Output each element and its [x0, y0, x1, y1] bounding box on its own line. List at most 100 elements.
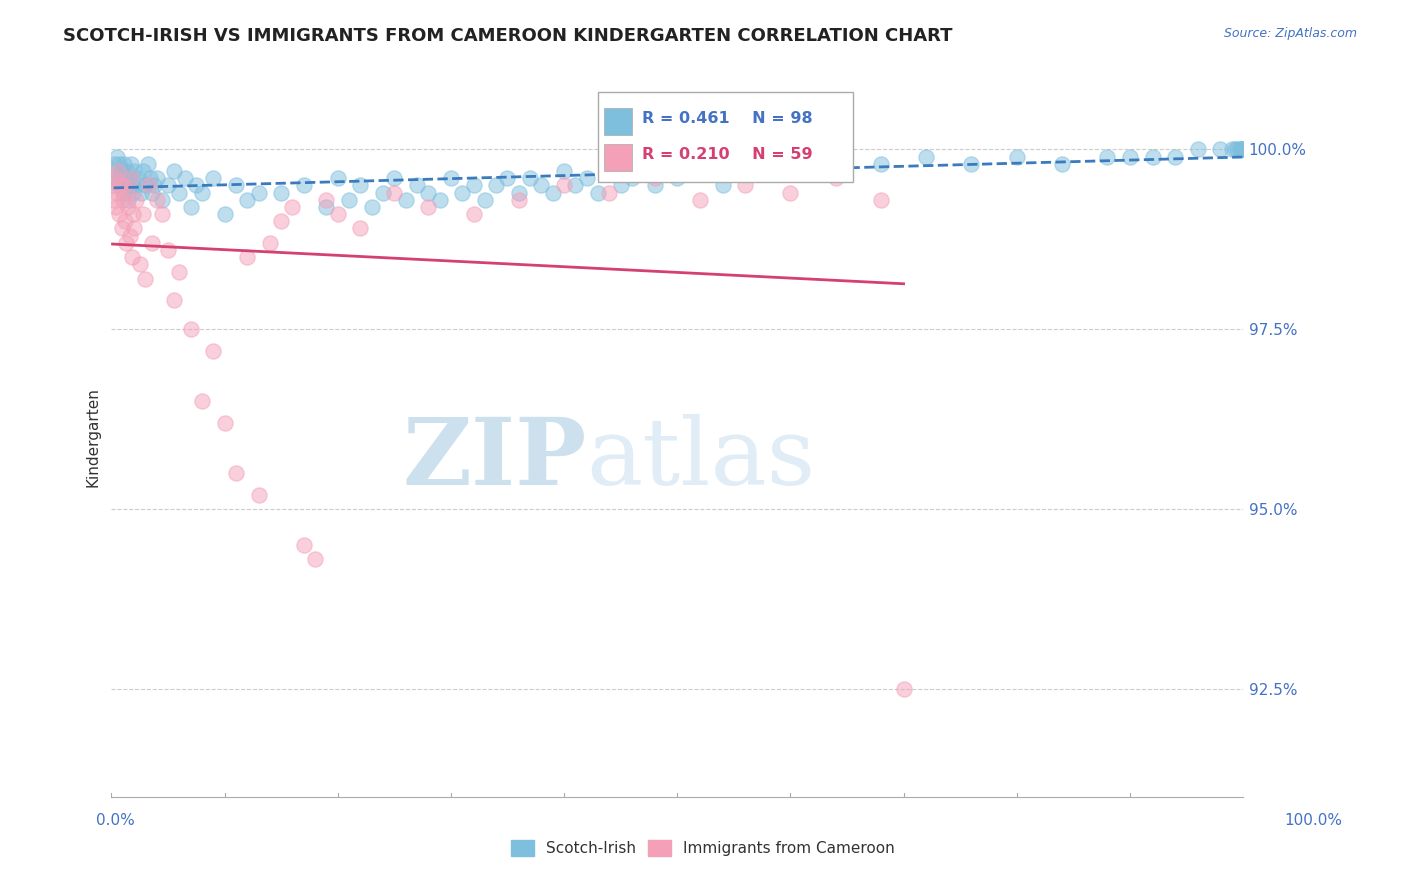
Point: [114, 214, 136, 228]
Point: [145, 171, 167, 186]
Point: [598, 186, 620, 200]
Point: [553, 164, 575, 178]
Point: [292, 178, 315, 193]
Point: [111, 186, 134, 200]
Point: [202, 343, 225, 358]
Point: [598, 164, 620, 178]
Point: [429, 193, 451, 207]
Point: [292, 538, 315, 552]
Point: [112, 178, 135, 193]
Point: [117, 164, 139, 178]
Point: [143, 178, 166, 193]
Point: [564, 178, 586, 193]
Point: [270, 214, 292, 228]
Point: [519, 171, 541, 186]
Point: [110, 164, 132, 178]
Point: [666, 171, 689, 186]
Point: [1142, 150, 1164, 164]
Point: [270, 186, 292, 200]
Point: [236, 250, 259, 264]
Point: [122, 164, 145, 178]
Point: [644, 178, 666, 193]
Point: [191, 186, 214, 200]
Point: [485, 178, 508, 193]
Point: [139, 171, 162, 186]
Point: [122, 186, 145, 200]
Point: [893, 681, 915, 696]
Point: [145, 193, 167, 207]
Point: [395, 193, 418, 207]
Point: [136, 157, 159, 171]
Point: [121, 178, 143, 193]
Point: [118, 228, 141, 243]
Point: [115, 178, 138, 193]
Point: [711, 178, 734, 193]
Point: [108, 207, 131, 221]
Point: [150, 207, 173, 221]
Text: Source: ZipAtlas.com: Source: ZipAtlas.com: [1223, 27, 1357, 40]
Point: [110, 221, 132, 235]
Point: [326, 171, 349, 186]
Point: [644, 171, 666, 186]
Point: [169, 265, 191, 279]
Point: [474, 193, 496, 207]
Point: [163, 293, 186, 308]
Point: [824, 171, 846, 186]
Point: [134, 272, 156, 286]
Point: [915, 150, 938, 164]
Text: atlas: atlas: [586, 414, 815, 504]
Point: [125, 193, 148, 207]
Point: [1209, 142, 1232, 156]
Point: [315, 200, 337, 214]
Point: [689, 164, 711, 178]
Point: [115, 235, 138, 250]
Point: [225, 466, 247, 480]
Point: [125, 178, 148, 193]
Point: [1050, 157, 1073, 171]
Point: [553, 178, 575, 193]
Point: [134, 178, 156, 193]
Point: [120, 171, 142, 186]
Point: [117, 186, 139, 200]
Point: [1230, 142, 1253, 156]
Y-axis label: Kindergarten: Kindergarten: [86, 387, 100, 487]
Text: SCOTCH-IRISH VS IMMIGRANTS FROM CAMEROON KINDERGARTEN CORRELATION CHART: SCOTCH-IRISH VS IMMIGRANTS FROM CAMEROON…: [63, 27, 953, 45]
Point: [779, 186, 801, 200]
Point: [575, 171, 598, 186]
Point: [247, 186, 270, 200]
Point: [141, 186, 163, 200]
Point: [1119, 150, 1142, 164]
Point: [496, 171, 519, 186]
Point: [107, 164, 129, 178]
Point: [1220, 142, 1243, 156]
Text: 0.0%: 0.0%: [96, 814, 135, 828]
Point: [508, 193, 530, 207]
Point: [870, 157, 893, 171]
Point: [103, 193, 125, 207]
Point: [108, 157, 131, 171]
Point: [609, 178, 631, 193]
Bar: [603, 144, 631, 171]
Point: [111, 193, 134, 207]
Point: [214, 416, 236, 430]
Point: [117, 193, 139, 207]
Point: [112, 157, 135, 171]
Point: [440, 171, 463, 186]
Point: [382, 186, 405, 200]
Point: [105, 150, 128, 164]
Point: [101, 178, 124, 193]
Point: [150, 193, 173, 207]
Point: [1164, 150, 1187, 164]
Point: [132, 207, 155, 221]
Point: [870, 193, 893, 207]
Point: [326, 207, 349, 221]
Point: [734, 178, 756, 193]
Point: [1187, 142, 1209, 156]
Point: [371, 186, 394, 200]
Point: [156, 243, 179, 257]
Point: [530, 178, 553, 193]
Point: [121, 250, 143, 264]
Point: [225, 178, 247, 193]
Point: [104, 164, 127, 178]
Point: [186, 178, 208, 193]
